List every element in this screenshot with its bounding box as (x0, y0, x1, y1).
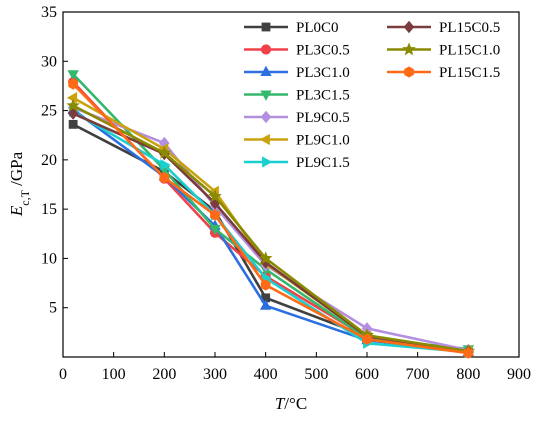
ticks-layer: 0 100 200 300 400 500 600 700 800 900 5 10 15 20 25 30 3… (41, 4, 531, 383)
data-point (209, 224, 221, 236)
x-axis-title: T/°C (275, 394, 307, 413)
series-PL3C1.5 (67, 70, 475, 356)
legend-swatch-marker (260, 110, 272, 124)
legend-swatch-marker (403, 20, 415, 34)
data-point (208, 189, 222, 203)
legend-item: PL15C1.0 (387, 42, 500, 59)
data-point (66, 92, 78, 104)
series-PL0C0 (68, 119, 473, 356)
legend-label: PL0C0 (296, 20, 339, 36)
y-tick-label: 30 (41, 53, 57, 70)
series-line (72, 104, 469, 353)
x-tick-label: 900 (507, 366, 531, 383)
legend-label: PL9C1.0 (296, 133, 350, 149)
data-point (362, 333, 372, 345)
x-tick-label: 700 (406, 366, 430, 383)
legend-swatch-marker (260, 44, 272, 55)
legend-item: PL0C0 (244, 20, 339, 36)
data-point (259, 299, 272, 310)
data-point (157, 145, 172, 159)
x-tick-label: 300 (203, 366, 227, 383)
data-point (210, 209, 220, 221)
legend-swatch-marker (260, 65, 272, 76)
legend-item: PL15C1.5 (387, 65, 500, 81)
legend-swatch-marker (260, 90, 272, 101)
x-tick-label: 0 (59, 366, 67, 383)
series-line (72, 112, 469, 353)
legend-label: PL15C1.5 (439, 65, 500, 81)
data-point (67, 107, 79, 120)
legend-swatch-marker (402, 42, 416, 56)
legend-label: PL3C1.0 (296, 65, 350, 81)
legend-label: PL3C1.5 (296, 88, 350, 104)
series-line (72, 123, 469, 353)
legend-item: PL3C0.5 (244, 43, 350, 59)
x-tick-label: 100 (102, 366, 126, 383)
data-point (68, 119, 78, 129)
x-tick-label: 500 (304, 366, 328, 383)
legend-label: PL3C0.5 (296, 43, 350, 59)
y-tick-label: 10 (41, 250, 57, 267)
data-point (66, 98, 80, 112)
data-point (159, 171, 170, 184)
legend-swatch-marker (259, 133, 270, 146)
legend-item: PL9C1.5 (244, 155, 350, 171)
legend-swatch-marker (261, 22, 271, 32)
x-tick-label: 600 (355, 366, 379, 383)
legend-label: PL9C0.5 (296, 110, 350, 126)
legend-swatch-marker (262, 156, 273, 168)
series-line (72, 81, 469, 354)
legend-item: PL15C0.5 (387, 20, 500, 36)
legend-label: PL9C1.5 (296, 155, 350, 171)
data-point (160, 159, 171, 171)
y-axis-title: Ec,T /GPa (7, 151, 32, 217)
legend-swatch-marker (404, 66, 414, 78)
legend-label: PL15C1.0 (439, 43, 500, 59)
y-tick-label: 20 (41, 152, 57, 169)
x-tick-label: 800 (456, 366, 480, 383)
data-point (463, 347, 474, 359)
legend-item: PL9C1.0 (244, 133, 350, 149)
data-point (68, 78, 78, 90)
y-tick-label: 15 (41, 201, 57, 218)
plot-frame (62, 11, 520, 358)
data-point (258, 251, 273, 265)
legend-item: PL9C0.5 (244, 110, 350, 126)
y-tick-label: 25 (41, 103, 57, 120)
series-layer (66, 70, 476, 359)
data-point (67, 70, 79, 81)
x-tick-label: 200 (152, 366, 176, 383)
y-tick-label: 5 (49, 300, 57, 317)
y-tick-label: 35 (41, 4, 57, 21)
legend-label: PL15C0.5 (439, 20, 500, 36)
legend: PL0C0 PL3C0.5 PL3C1.0 PL3C1.5 PL9C0.5 PL9C1.0… (244, 20, 500, 171)
data-point (260, 279, 271, 291)
legend-item: PL3C1.5 (244, 88, 350, 104)
series-line (72, 83, 469, 355)
x-tick-label: 400 (254, 366, 278, 383)
series-line (72, 110, 469, 354)
series-line (72, 106, 469, 352)
series-PL3C0.5 (68, 76, 474, 358)
series-PL15C1.5 (68, 78, 474, 359)
legend-item: PL3C1.0 (244, 65, 350, 81)
